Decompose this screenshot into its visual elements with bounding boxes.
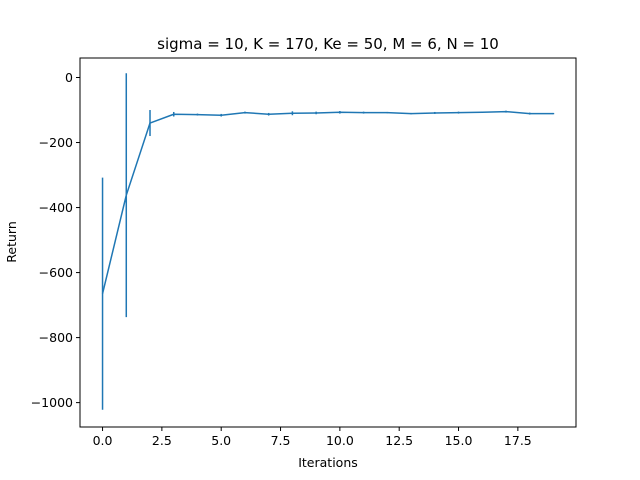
y-tick-label: −600 xyxy=(39,265,73,280)
y-tick-label: −800 xyxy=(39,330,73,345)
y-tick-label: −1000 xyxy=(31,395,73,410)
x-tick-label: 12.5 xyxy=(385,433,413,448)
y-tick-label: −200 xyxy=(39,135,73,150)
x-tick-label: 2.5 xyxy=(152,433,172,448)
chart-title: sigma = 10, K = 170, Ke = 50, M = 6, N =… xyxy=(157,35,499,53)
x-axis: 0.0 2.5 5.0 7.5 10.0 12.5 15.0 17.5 xyxy=(93,427,532,448)
y-tick-label: −400 xyxy=(39,200,73,215)
x-axis-label: Iterations xyxy=(298,455,358,470)
y-axis-label: Return xyxy=(4,221,19,262)
y-axis: 0 −200 −400 −600 −800 −1000 xyxy=(31,70,80,410)
x-tick-label: 10.0 xyxy=(326,433,354,448)
axes-frame xyxy=(79,57,577,428)
x-tick-label: 7.5 xyxy=(271,433,291,448)
x-tick-label: 5.0 xyxy=(211,433,231,448)
y-tick-label: 0 xyxy=(65,70,73,85)
x-tick-label: 15.0 xyxy=(445,433,473,448)
series-line xyxy=(101,110,554,294)
x-tick-label: 0.0 xyxy=(93,433,113,448)
x-tick-label: 17.5 xyxy=(504,433,532,448)
plot-area xyxy=(101,73,555,410)
